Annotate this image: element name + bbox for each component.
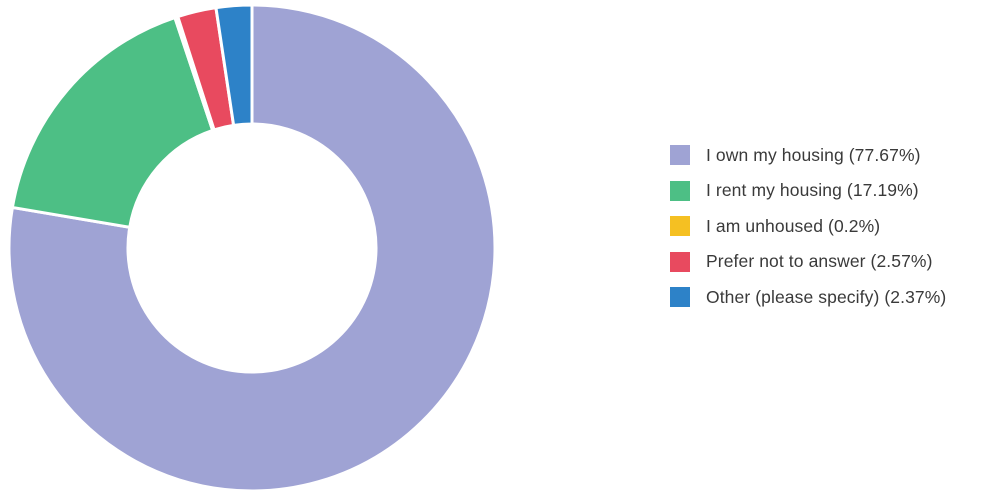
legend-swatch-prefer-not (670, 251, 690, 272)
legend-item-own: I own my housing (77.67%) (670, 145, 946, 165)
legend-label-rent: I rent my housing (17.19%) (706, 180, 919, 200)
legend-item-unhoused: I am unhoused (0.2%) (670, 216, 946, 236)
legend-label-other: Other (please specify) (2.37%) (706, 286, 947, 307)
donut-chart (7, 3, 497, 493)
donut-slice-own (7, 3, 497, 493)
chart-legend: I own my housing (77.67%) I rent my hous… (670, 145, 946, 323)
legend-label-own: I own my housing (77.67%) (706, 144, 921, 165)
legend-swatch-unhoused (670, 216, 690, 236)
legend-label-prefer-not: Prefer not to answer (2.57%) (706, 251, 933, 271)
legend-swatch-own (670, 145, 690, 165)
legend-item-rent: I rent my housing (17.19%) (670, 180, 946, 201)
legend-swatch-other (670, 287, 690, 307)
legend-item-prefer-not: Prefer not to answer (2.57%) (670, 251, 946, 272)
donut-slice-other (214, 3, 254, 127)
donut-slice-rent (10, 16, 215, 229)
legend-swatch-rent (670, 180, 690, 201)
legend-item-other: Other (please specify) (2.37%) (670, 287, 946, 307)
legend-label-unhoused: I am unhoused (0.2%) (706, 215, 881, 236)
